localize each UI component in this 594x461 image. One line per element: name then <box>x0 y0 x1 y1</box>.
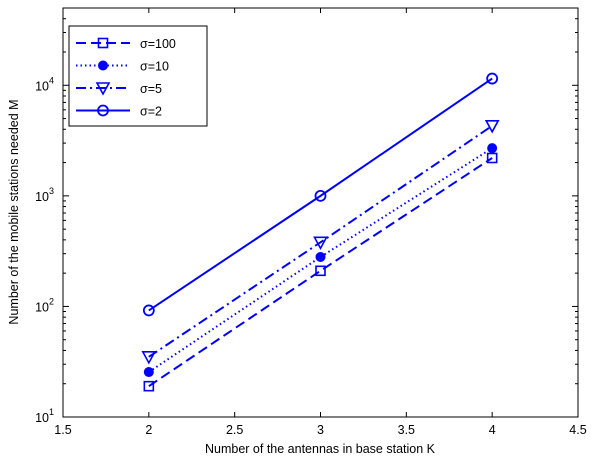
x-tick-label: 2.5 <box>226 423 243 437</box>
y-tick-label: 104 <box>35 75 54 93</box>
y-tick-label: 103 <box>35 186 54 204</box>
x-axis-label: Number of the antennas in base station K <box>205 442 436 456</box>
x-tick-label: 3 <box>317 423 324 437</box>
y-axis-label: Number of the mobile stations needed M <box>7 99 21 324</box>
legend-label-1: σ=10 <box>140 60 169 74</box>
legend-label-0: σ=100 <box>140 37 176 51</box>
y-tick-label: 102 <box>35 296 54 314</box>
x-tick-label: 3.5 <box>398 423 415 437</box>
legend: σ=100 σ=10 σ=5 σ=2 <box>69 26 207 126</box>
y-tick-label: 101 <box>35 407 54 425</box>
series-1-point <box>316 252 325 261</box>
x-tick-label: 1.5 <box>54 423 71 437</box>
x-tick-label: 4 <box>489 423 496 437</box>
series-1-point <box>488 144 497 153</box>
legend-label-2: σ=5 <box>140 82 162 96</box>
legend-marker-1 <box>99 61 108 70</box>
x-tick-label: 4.5 <box>569 423 586 437</box>
x-tick-label: 2 <box>145 423 152 437</box>
legend-label-3: σ=2 <box>140 105 162 119</box>
series-1-point <box>144 368 153 377</box>
